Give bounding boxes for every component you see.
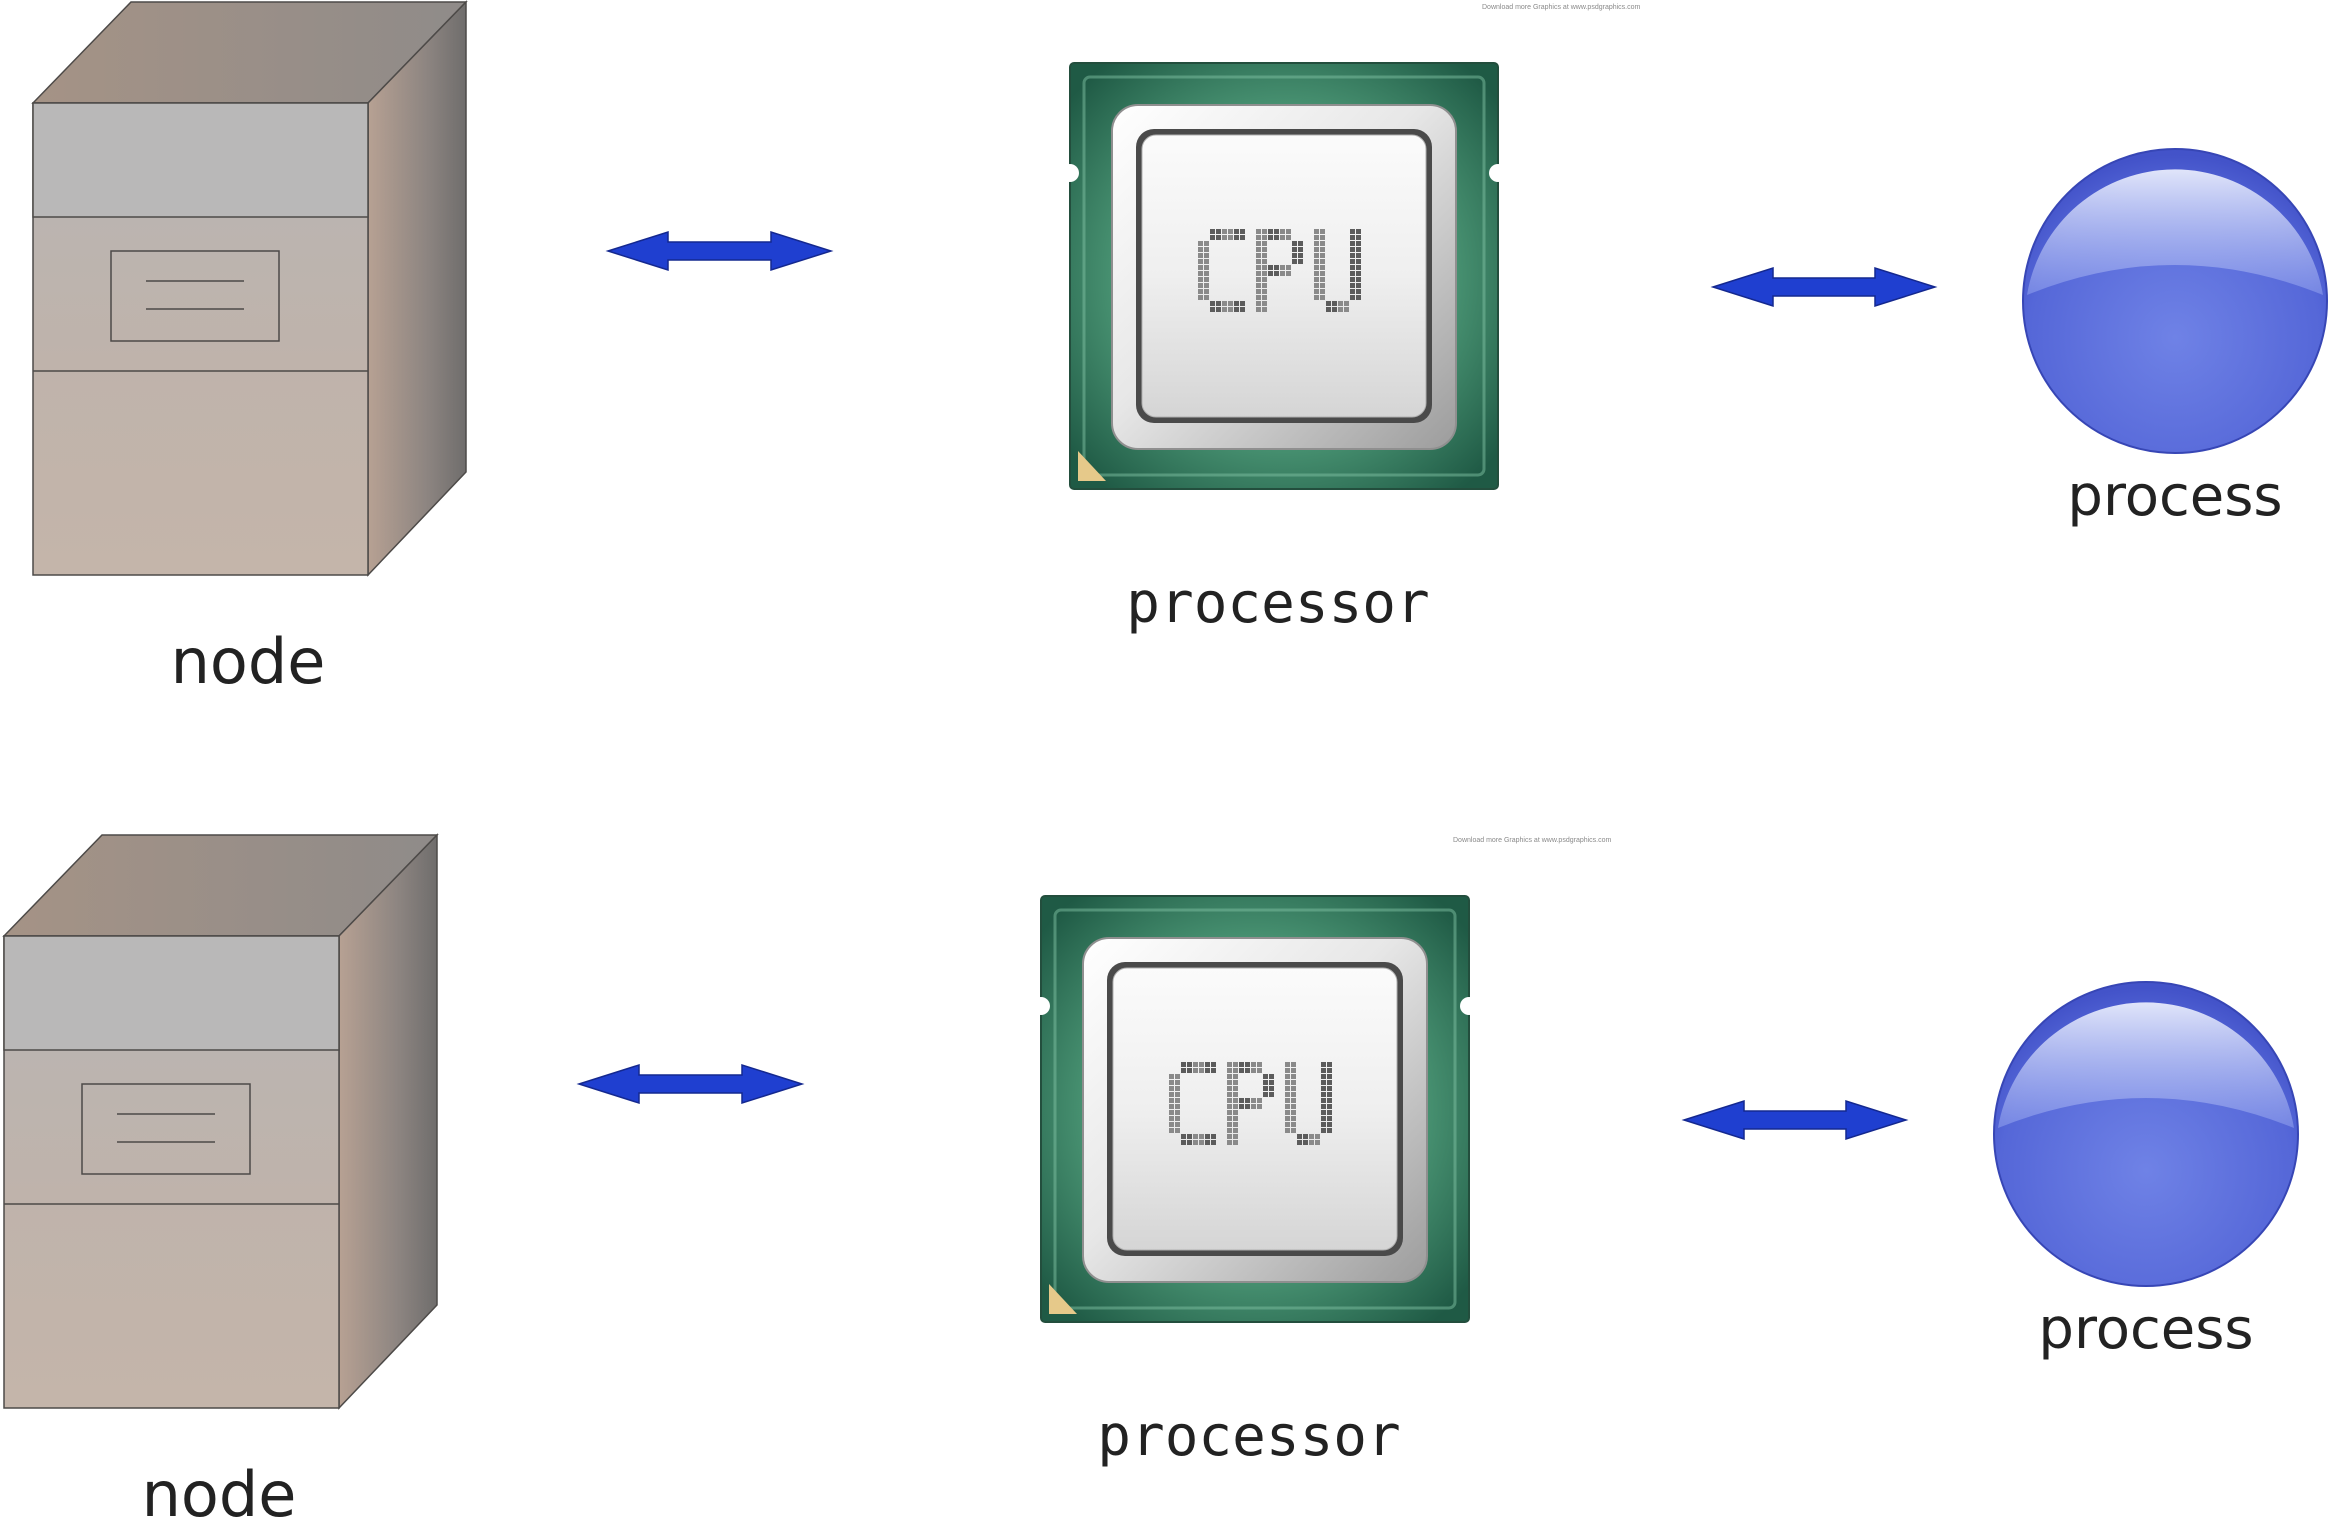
cpu-chip-icon <box>1061 62 1507 490</box>
process-sphere-icon <box>1993 981 2299 1287</box>
diagram-row-1: Download more Graphics at www.psdgraphic… <box>31 0 2328 698</box>
cpu-lettering <box>1169 1062 1332 1145</box>
process-label: process <box>2038 1297 2253 1362</box>
node-server-icon <box>2 833 439 1410</box>
node-server-icon <box>31 0 468 577</box>
diagram-row-2: Download more Graphics at www.psdgraphic… <box>2 833 2299 1526</box>
node-label: node <box>171 625 326 698</box>
node-processor-arrow-icon <box>576 1063 805 1105</box>
processor-label: processor <box>1097 1404 1400 1469</box>
process-sphere-icon <box>2022 148 2328 454</box>
process-label: process <box>2067 464 2282 529</box>
stock-watermark-text: Download more Graphics at www.psdgraphic… <box>1482 4 1641 11</box>
node-label: node <box>142 1458 297 1526</box>
processor-label: processor <box>1126 571 1429 636</box>
processor-process-arrow-icon <box>1710 266 1938 308</box>
stock-watermark-text: Download more Graphics at www.psdgraphic… <box>1453 837 1612 844</box>
cpu-lettering <box>1198 229 1361 312</box>
node-processor-arrow-icon <box>605 230 834 272</box>
cpu-chip-icon <box>1032 895 1478 1323</box>
processor-process-arrow-icon <box>1681 1099 1909 1141</box>
